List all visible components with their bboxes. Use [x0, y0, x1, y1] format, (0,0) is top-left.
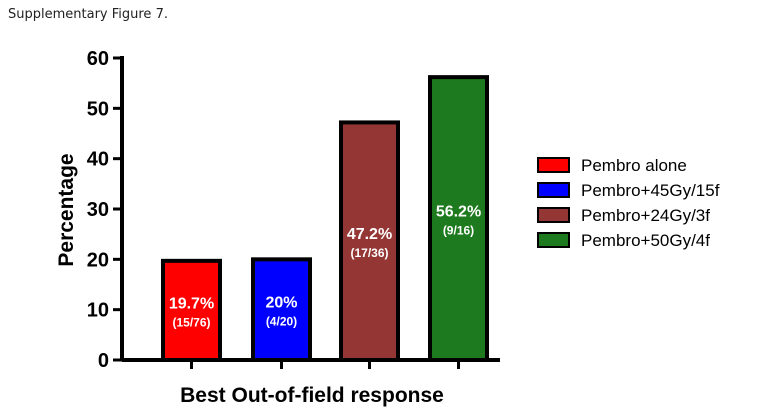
y-tick-label-6: 60: [87, 48, 109, 70]
y-tick-label-4: 40: [87, 149, 109, 171]
legend-label-2: Pembro+24Gy/3f: [581, 206, 710, 225]
legend-group: Pembro alone Pembro+45Gy/15f Pembro+24Gy/3…: [537, 156, 720, 250]
legend-swatch-0: [537, 157, 570, 173]
y-axis-title: Percentage: [55, 153, 78, 266]
y-tick-label-3: 30: [87, 199, 109, 221]
x-axis-title: Best Out-of-field response: [180, 384, 444, 407]
bar-2: [339, 120, 400, 362]
legend-label-3: Pembro+50Gy/4f: [581, 231, 710, 250]
legend-swatch-1: [537, 182, 570, 198]
bar-value-label-2: 47.2%: [347, 226, 392, 243]
bar-value-label-3: 56.2%: [436, 204, 481, 221]
bar-value-label-1: 20%: [265, 295, 297, 312]
legend-swatch-3: [537, 232, 570, 248]
bar-0: [161, 258, 222, 362]
y-tick-label-1: 10: [87, 300, 109, 322]
legend-swatch-2: [537, 207, 570, 223]
bar-fraction-label-3: (9/16): [443, 224, 474, 238]
y-tick-label-5: 50: [87, 98, 109, 120]
legend-label-0: Pembro alone: [581, 156, 687, 175]
bar-fraction-label-2: (17/36): [350, 246, 388, 260]
y-tick-label-2: 20: [87, 249, 109, 271]
bar-fraction-label-1: (4/20): [266, 315, 297, 329]
axes-group: 0 10 20 30 40 50 60 Best Out-of-field response P…: [55, 48, 500, 407]
legend-label-1: Pembro+45Gy/15f: [581, 181, 720, 200]
bar-3: [428, 75, 489, 362]
bar-value-label-0: 19.7%: [169, 295, 214, 312]
bar-fraction-label-0: (15/76): [172, 315, 210, 329]
bars-group: 19.7% (15/76) 20% (4/20) 47.2% (17/36) 56.2% (9…: [161, 75, 489, 363]
figure-caption: Supplementary Figure 7.: [8, 7, 168, 22]
y-tick-label-0: 0: [98, 350, 109, 372]
